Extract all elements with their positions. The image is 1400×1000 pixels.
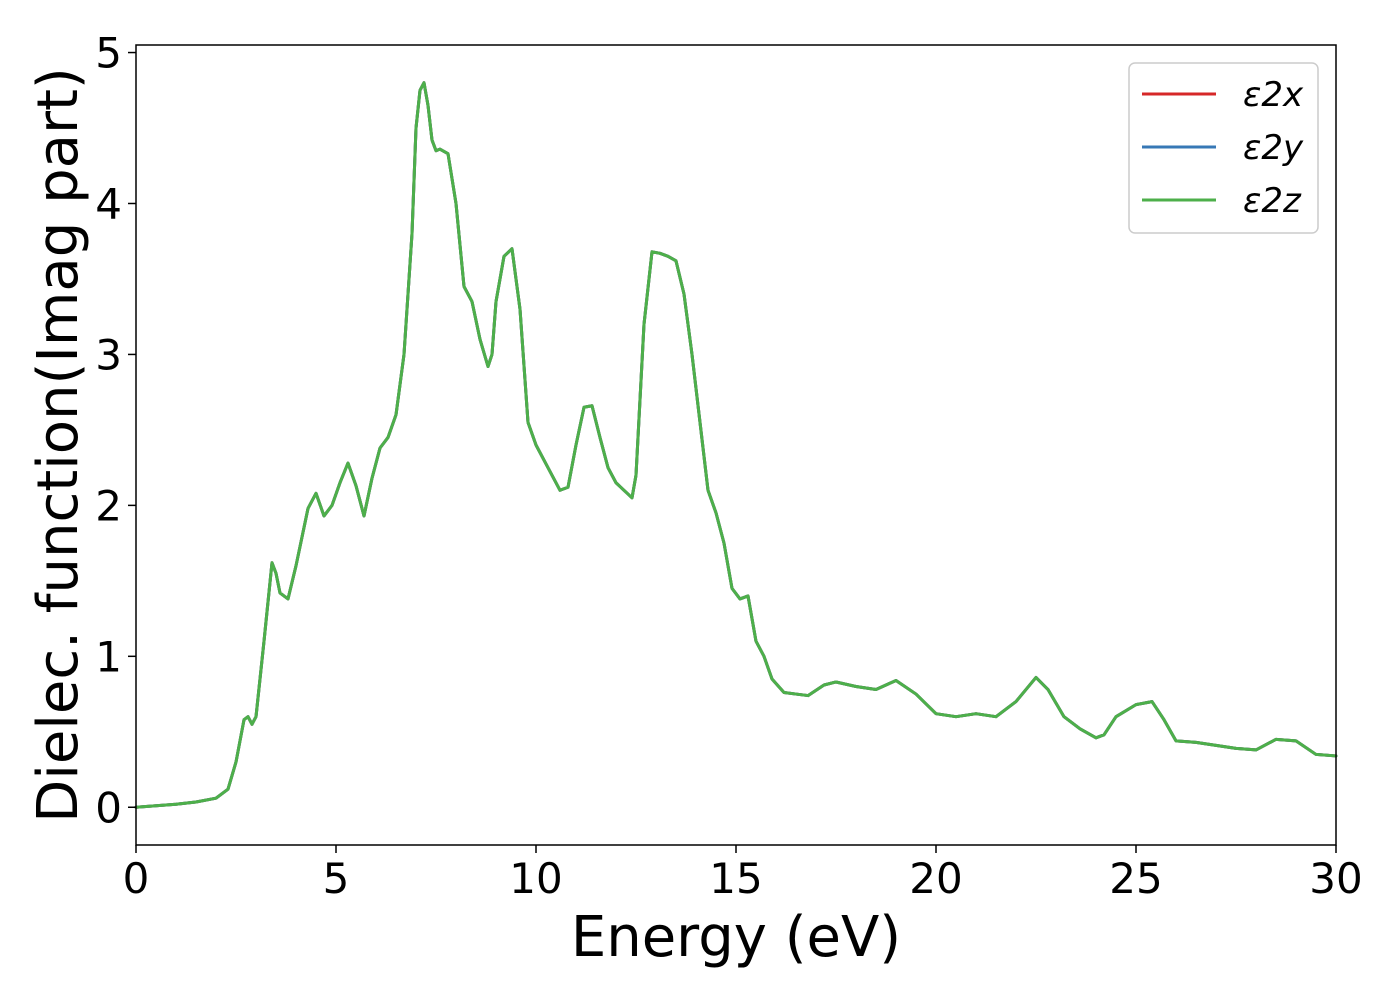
y-tick-label: 2	[95, 481, 122, 530]
series-line-3	[134, 81, 1338, 809]
x-tick-label: 25	[1109, 854, 1162, 903]
y-tick-label: 3	[95, 330, 122, 379]
x-tick-label: 20	[909, 854, 962, 903]
legend: ε2x ε2y ε2z	[1128, 62, 1319, 234]
legend-box	[1128, 62, 1319, 234]
series-layer	[134, 81, 1338, 809]
legend-label: ε2y	[1243, 128, 1304, 168]
y-tick-label: 0	[95, 783, 122, 832]
y-tick-label: 5	[95, 29, 122, 78]
y-tick-label: 1	[95, 632, 122, 681]
x-tick-label: 10	[509, 854, 562, 903]
x-tick-label: 5	[323, 854, 350, 903]
x-tick-label: 30	[1309, 854, 1362, 903]
legend-label: ε2x	[1243, 75, 1304, 115]
x-tick-label: 15	[709, 854, 762, 903]
y-axis-label: Dielec. function(Imag part)	[26, 67, 91, 823]
legend-label: ε2z	[1243, 181, 1302, 221]
x-ticks: 0 5 10 15 20 25 30	[123, 845, 1363, 903]
x-axis-label: Energy (eV)	[571, 905, 901, 970]
x-tick-label: 0	[123, 854, 150, 903]
y-tick-label: 4	[95, 179, 122, 228]
y-ticks: 0 1 2 3 4 5	[95, 29, 136, 832]
